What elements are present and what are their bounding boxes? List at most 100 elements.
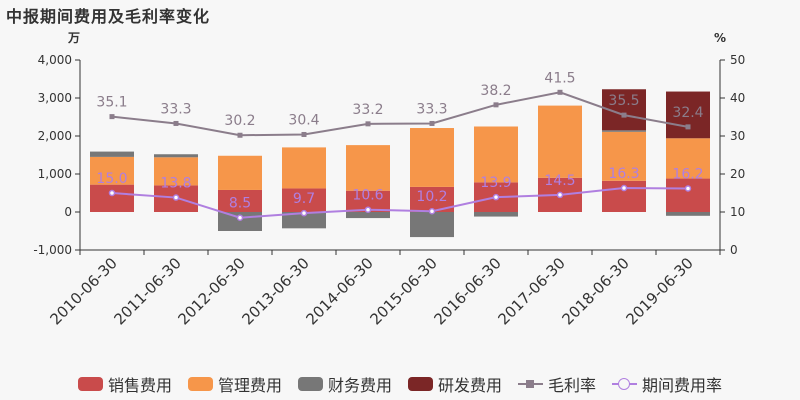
legend: 销售费用 管理费用 财务费用 研发费用 毛利率 期间费用率	[0, 372, 800, 396]
x-tick-label: 2016-06-30	[430, 254, 504, 328]
x-tick-label: 2015-06-30	[366, 254, 440, 328]
bar-管理费用	[410, 128, 454, 187]
point-毛利率	[557, 89, 563, 95]
legend-item: 毛利率	[518, 372, 596, 396]
legend-item: 销售费用	[77, 372, 172, 396]
point-期间费用率	[620, 184, 628, 192]
bar-财务费用	[666, 212, 710, 216]
right-tick-label: 0	[730, 243, 738, 257]
legend-label: 管理费用	[217, 376, 282, 395]
point-期间费用率	[300, 209, 308, 217]
x-tick-label: 2010-06-30	[46, 254, 120, 328]
data-label-期间费用率: 15.0	[96, 171, 127, 187]
legend-label: 销售费用	[107, 376, 172, 395]
left-tick-label: -1,000	[33, 243, 72, 257]
data-label-毛利率: 35.5	[608, 93, 639, 109]
data-label-毛利率: 35.1	[96, 95, 127, 111]
legend-line-marker	[612, 377, 638, 391]
data-label-毛利率: 30.4	[288, 112, 319, 128]
point-毛利率	[173, 120, 179, 126]
bar-管理费用	[602, 131, 646, 181]
bar-管理费用	[346, 145, 390, 191]
bar-财务费用	[474, 212, 518, 217]
data-label-期间费用率: 13.9	[480, 175, 511, 191]
point-毛利率	[493, 102, 499, 108]
bar-销售费用	[218, 189, 262, 212]
x-tick-label: 2017-06-30	[494, 254, 568, 328]
point-毛利率	[365, 121, 371, 127]
legend-label: 研发费用	[438, 376, 503, 395]
right-tick-label: 10	[730, 205, 745, 219]
point-毛利率	[429, 120, 435, 126]
legend-item: 财务费用	[297, 372, 392, 396]
point-期间费用率	[684, 185, 692, 192]
point-期间费用率	[172, 194, 180, 201]
legend-swatch	[77, 377, 103, 391]
legend-square-marker	[526, 380, 535, 388]
data-label-期间费用率: 16.3	[608, 166, 639, 182]
point-期间费用率	[236, 214, 244, 221]
point-毛利率	[109, 114, 115, 120]
legend-circle-marker	[618, 378, 631, 390]
x-tick-label: 2014-06-30	[302, 254, 376, 328]
data-label-毛利率: 33.3	[416, 101, 447, 117]
point-期间费用率	[492, 193, 500, 201]
right-tick-label: 20	[730, 167, 745, 181]
left-axis-unit: 万	[67, 31, 80, 45]
bar-财务费用	[90, 151, 134, 157]
legend-label: 期间费用率	[642, 376, 723, 395]
legend-item: 研发费用	[408, 372, 502, 396]
data-label-期间费用率: 14.5	[544, 173, 575, 189]
bar-管理费用	[90, 156, 134, 185]
data-label-期间费用率: 9.7	[293, 191, 315, 207]
bar-管理费用	[666, 138, 710, 179]
left-tick-label: 2,000	[38, 129, 72, 143]
point-期间费用率	[108, 189, 116, 197]
point-毛利率	[301, 131, 307, 137]
bar-财务费用	[282, 212, 326, 229]
data-label-毛利率: 33.3	[160, 101, 191, 117]
point-期间费用率	[556, 191, 564, 199]
legend-swatch	[187, 377, 213, 391]
left-tick-label: 4,000	[38, 53, 72, 67]
bar-销售费用	[90, 184, 134, 212]
line-期间费用率	[111, 187, 689, 219]
x-tick-label: 2012-06-30	[174, 254, 248, 328]
data-label-毛利率: 38.2	[480, 83, 511, 99]
data-label-毛利率: 32.4	[672, 105, 703, 121]
data-label-期间费用率: 10.6	[352, 188, 383, 204]
bar-销售费用	[282, 188, 326, 212]
data-label-期间费用率: 16.2	[672, 166, 703, 182]
bar-管理费用	[282, 147, 326, 189]
data-label-期间费用率: 10.2	[416, 189, 447, 205]
legend-line-marker	[518, 377, 544, 391]
point-毛利率	[237, 132, 243, 138]
x-tick-label: 2013-06-30	[238, 254, 312, 328]
bar-管理费用	[474, 126, 518, 183]
bar-销售费用	[666, 178, 710, 212]
point-毛利率	[685, 124, 691, 130]
x-tick-label: 2011-06-30	[110, 254, 184, 328]
line-毛利率	[111, 91, 689, 137]
x-tick-label: 2019-06-30	[622, 254, 696, 328]
chart-title: 中报期间费用及毛利率变化	[6, 7, 211, 26]
bar-管理费用	[538, 105, 582, 178]
legend-swatch	[408, 377, 433, 391]
left-tick-label: 3,000	[38, 91, 72, 105]
bar-财务费用	[602, 130, 646, 132]
right-tick-label: 30	[730, 129, 745, 143]
bar-财务费用	[410, 212, 454, 238]
legend-label: 财务费用	[327, 376, 392, 395]
bar-管理费用	[218, 155, 262, 190]
legend-label: 毛利率	[548, 376, 597, 395]
point-毛利率	[621, 112, 627, 118]
bar-销售费用	[346, 190, 390, 212]
legend-item: 期间费用率	[612, 372, 722, 396]
data-label-期间费用率: 13.8	[160, 176, 191, 192]
legend-item: 管理费用	[187, 372, 282, 396]
left-tick-label: 0	[64, 205, 72, 219]
bar-管理费用	[154, 157, 198, 186]
point-期间费用率	[364, 206, 372, 213]
point-期间费用率	[428, 207, 436, 215]
